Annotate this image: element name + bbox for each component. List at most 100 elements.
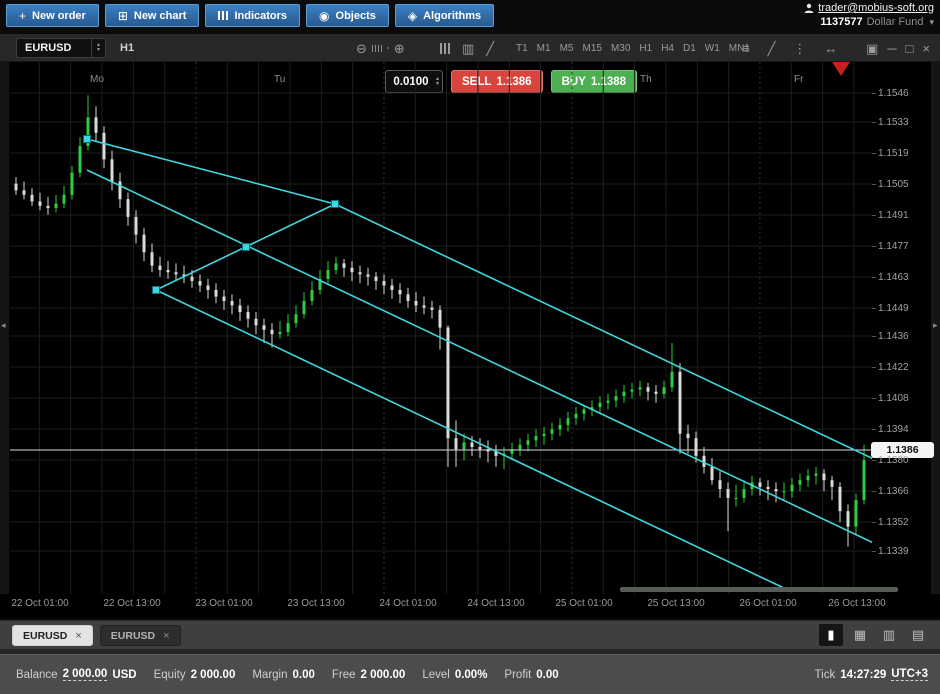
chart-tab-eurusd[interactable]: EURUSD × (12, 625, 93, 646)
time-axis-label: 26 Oct 13:00 (828, 598, 886, 609)
timeframe-m15[interactable]: M15 (582, 42, 602, 54)
candle-body (382, 281, 386, 286)
day-of-week-label: Fr (794, 74, 804, 85)
tab-close-icon[interactable]: × (163, 629, 170, 642)
algorithms-button[interactable]: ◈ Algorithms (394, 4, 495, 27)
sell-button[interactable]: SELL 1.1386 (451, 70, 543, 93)
restore-icon[interactable]: ▣ (866, 40, 879, 56)
zoom-out-icon[interactable]: ⊖ (356, 40, 367, 56)
vertical-split-icon[interactable]: ▥ (882, 627, 896, 642)
symbol-selector[interactable]: EURUSD ▴ ▾ (16, 38, 106, 58)
chart-tab-eurusd[interactable]: EURUSD × (99, 625, 181, 646)
single-layout-icon[interactable]: ▮ (819, 624, 843, 646)
timeframe-h1[interactable]: H1 (639, 42, 653, 54)
candle-body (54, 203, 58, 209)
timeframe-mn1[interactable]: MN1 (728, 42, 750, 54)
zoom-level[interactable] (371, 44, 382, 52)
candle-body (134, 216, 138, 235)
candle-body (606, 400, 610, 403)
separator-dots-icon[interactable]: ⋮ (793, 40, 807, 56)
price-axis-label: 1.1533 (878, 117, 909, 128)
horizontal-split-icon[interactable]: ▤ (911, 627, 925, 642)
object-handle[interactable] (152, 286, 160, 294)
channel-object-line[interactable] (155, 289, 787, 590)
candle-body (30, 194, 34, 202)
candle-body (670, 371, 674, 388)
trendline-icon[interactable]: ╱ (767, 40, 776, 56)
bars-chart-icon[interactable] (440, 42, 450, 54)
price-axis-label: 1.1463 (878, 272, 909, 283)
account-email-row[interactable]: trader@mobius-soft.org (804, 2, 934, 14)
candle-body (94, 117, 98, 133)
top-toolbar: + New order ⊞ New chart Indicators ◉ Objects ◈ A… (0, 0, 940, 32)
candle-body (390, 285, 394, 290)
candle-body (654, 391, 658, 394)
line-chart-icon[interactable]: ╱ (486, 40, 495, 56)
price-axis-tick (872, 336, 876, 337)
collapse-right-icon[interactable]: ▸ (933, 320, 938, 330)
indicators-button[interactable]: Indicators (205, 4, 301, 27)
price-axis-label: 1.1408 (878, 393, 909, 404)
candle-body (254, 318, 258, 326)
timeframe-d1[interactable]: D1 (682, 42, 696, 54)
status-value: 2 000.00 (190, 668, 236, 681)
object-handle[interactable] (83, 135, 91, 143)
candle-body (174, 272, 178, 275)
timeframe-t1[interactable]: T1 (516, 42, 528, 54)
chart-area[interactable]: ◂ ▸ 0.0100 ▴ ▾ SELL 1.1386 BUY 1.1388 1.1… (0, 62, 940, 618)
time-axis-label: 22 Oct 13:00 (103, 598, 161, 609)
minimize-icon[interactable]: ─ (887, 40, 897, 56)
object-handle[interactable] (331, 200, 339, 208)
zoom-in-icon[interactable]: ⊕ (393, 40, 405, 56)
candle-body (86, 117, 90, 147)
collapse-left-icon[interactable]: ◂ (1, 320, 6, 330)
price-axis-label: 1.1546 (878, 88, 909, 99)
candle-body (838, 486, 842, 512)
status-label: Margin (252, 668, 288, 681)
timeframe-m1[interactable]: M1 (536, 42, 551, 54)
maximize-icon[interactable]: □ (905, 40, 914, 56)
tab-close-icon[interactable]: × (75, 629, 82, 642)
candle-body (614, 396, 618, 401)
timezone[interactable]: UTC+3 (891, 668, 928, 681)
candle-body (70, 172, 74, 195)
price-axis-tick (872, 367, 876, 368)
channel-object-line[interactable] (86, 138, 336, 205)
channel-object-line[interactable] (86, 169, 872, 546)
chart-scrollbar-thumb[interactable] (620, 587, 898, 592)
timeframe-w1[interactable]: W1 (704, 42, 720, 54)
volume-value: 0.0100 (393, 75, 429, 88)
candle-body (574, 413, 578, 419)
timeframe-m5[interactable]: M5 (559, 42, 574, 54)
close-icon[interactable]: × (922, 40, 930, 56)
objects-button[interactable]: ◉ Objects (306, 4, 389, 27)
chart-tools: ≡ ╱ ⋮ ↔ (742, 34, 837, 62)
candle-body (742, 489, 746, 498)
candle-body (646, 387, 650, 392)
time-axis-label: 24 Oct 13:00 (467, 598, 525, 609)
grid-layout-icon[interactable]: ▦ (853, 627, 867, 642)
new-order-button[interactable]: + New order (6, 4, 99, 27)
candles-chart-icon[interactable]: ▥ (462, 40, 475, 56)
user-icon (804, 3, 814, 13)
channel-object-line[interactable] (334, 203, 872, 462)
symbol-spinner-icon[interactable]: ▴ ▾ (91, 39, 105, 57)
indicator-list-icon[interactable]: ≡ (742, 40, 750, 56)
object-handle[interactable] (242, 243, 250, 251)
price-axis-tick (872, 215, 876, 216)
right-panel-strip (931, 62, 940, 594)
candle-body (694, 438, 698, 456)
autoscroll-icon[interactable]: ↔ (824, 40, 838, 56)
volume-input[interactable]: 0.0100 ▴ ▾ (385, 70, 443, 93)
volume-spinner-icon[interactable]: ▴ ▾ (435, 75, 439, 87)
timeframe-h4[interactable]: H4 (661, 42, 674, 54)
chart-toolbar: EURUSD ▴ ▾ H1 ⊖ ⊕ ▥ ╱ T1 M1 M5 M15 M30 H1 H4 D1 W1 M… (0, 34, 940, 92)
account-selector[interactable]: trader@mobius-soft.org 1137577 Dollar Fun… (804, 2, 934, 28)
account-email[interactable]: trader@mobius-soft.org (818, 2, 934, 14)
timeframe-m30[interactable]: M30 (610, 42, 631, 54)
status-value: 0.00% (454, 668, 488, 681)
timeframe-buttons: T1 M1 M5 M15 M30 H1 H4 D1 W1 MN1 (516, 34, 750, 62)
new-chart-button[interactable]: ⊞ New chart (104, 4, 200, 27)
price-chart-plot[interactable] (10, 62, 872, 594)
account-row[interactable]: 1137577 Dollar Fund ▾ (804, 16, 934, 28)
